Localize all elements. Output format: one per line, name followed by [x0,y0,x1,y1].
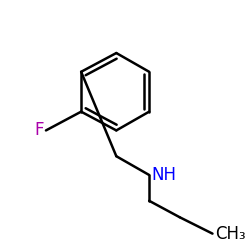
Text: NH: NH [152,166,176,184]
Text: F: F [34,122,43,140]
Text: CH₃: CH₃ [215,224,246,242]
